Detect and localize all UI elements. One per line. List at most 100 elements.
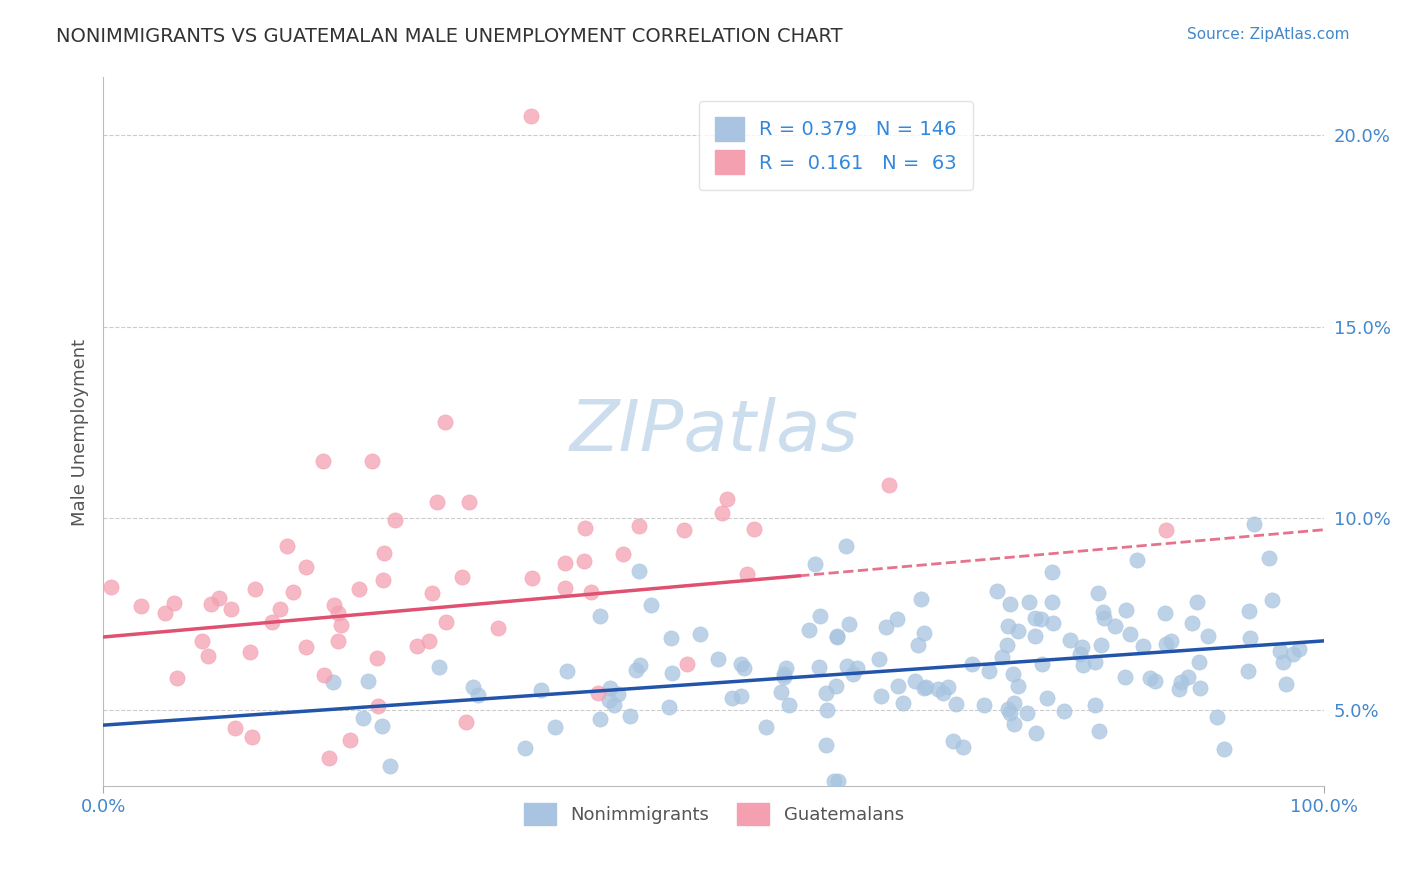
Point xyxy=(773,667,796,681)
Point xyxy=(1268,644,1291,658)
Point xyxy=(1144,674,1167,689)
Point xyxy=(1040,565,1063,579)
Point xyxy=(823,774,845,789)
Point xyxy=(1154,606,1177,620)
Point xyxy=(520,571,543,585)
Point xyxy=(1024,611,1046,625)
Point xyxy=(260,615,283,629)
Point xyxy=(322,675,344,690)
Point xyxy=(991,650,1014,665)
Point xyxy=(979,664,1001,678)
Point xyxy=(427,660,450,674)
Point xyxy=(1188,655,1211,669)
Point xyxy=(835,659,858,673)
Point xyxy=(457,494,479,508)
Point xyxy=(912,625,935,640)
Point xyxy=(628,518,651,533)
Point xyxy=(808,660,831,674)
Point xyxy=(357,673,380,688)
Point xyxy=(579,585,602,599)
Point xyxy=(367,698,389,713)
Point xyxy=(735,567,758,582)
Point xyxy=(1181,615,1204,630)
Point xyxy=(555,664,578,678)
Point xyxy=(721,691,744,706)
Point xyxy=(1087,724,1109,739)
Point xyxy=(1272,655,1295,669)
Point xyxy=(1139,671,1161,685)
Point xyxy=(1002,696,1025,710)
Text: ZIPatlas: ZIPatlas xyxy=(569,398,858,467)
Point xyxy=(434,416,457,430)
Point xyxy=(772,670,794,684)
Point xyxy=(903,788,925,802)
Point xyxy=(875,620,897,634)
Point xyxy=(454,715,477,730)
Point xyxy=(1031,657,1053,672)
Point xyxy=(1170,674,1192,689)
Point xyxy=(1000,597,1022,611)
Point xyxy=(661,666,683,681)
Point xyxy=(318,750,340,764)
Point xyxy=(352,711,374,725)
Point xyxy=(997,702,1019,716)
Point xyxy=(986,583,1008,598)
Point xyxy=(842,666,865,681)
Point xyxy=(197,648,219,663)
Point xyxy=(589,609,612,624)
Point xyxy=(467,688,489,702)
Point xyxy=(936,680,959,694)
Point xyxy=(707,651,730,665)
Point xyxy=(405,639,427,653)
Point xyxy=(825,629,848,643)
Point xyxy=(619,709,641,723)
Point xyxy=(995,638,1018,652)
Point xyxy=(1125,553,1147,567)
Point xyxy=(952,740,974,755)
Point xyxy=(627,565,650,579)
Point xyxy=(603,698,626,712)
Point xyxy=(932,686,955,700)
Point xyxy=(846,661,869,675)
Point xyxy=(434,615,457,630)
Point xyxy=(1212,742,1234,756)
Point xyxy=(755,720,778,734)
Point xyxy=(1007,624,1029,638)
Point xyxy=(486,621,509,635)
Point xyxy=(742,522,765,536)
Point xyxy=(799,623,821,637)
Point xyxy=(915,680,938,694)
Point xyxy=(891,696,914,710)
Point xyxy=(373,546,395,560)
Point xyxy=(1132,639,1154,653)
Point xyxy=(339,733,361,747)
Point xyxy=(373,574,395,588)
Point xyxy=(658,700,681,714)
Point xyxy=(269,602,291,616)
Point xyxy=(886,679,908,693)
Point xyxy=(973,698,995,713)
Point xyxy=(815,739,838,753)
Point xyxy=(162,596,184,610)
Point xyxy=(1092,611,1115,625)
Point xyxy=(1073,657,1095,672)
Point xyxy=(1119,627,1142,641)
Point xyxy=(1168,681,1191,696)
Point xyxy=(775,661,797,675)
Point xyxy=(589,712,612,726)
Point xyxy=(997,619,1019,633)
Point xyxy=(1036,690,1059,705)
Point xyxy=(1185,595,1208,609)
Point xyxy=(877,477,900,491)
Point xyxy=(224,721,246,735)
Point xyxy=(1154,637,1177,651)
Point xyxy=(1002,717,1025,731)
Point xyxy=(624,663,647,677)
Point xyxy=(326,634,349,648)
Point xyxy=(240,730,263,744)
Point xyxy=(1040,595,1063,609)
Point xyxy=(640,599,662,613)
Point xyxy=(1069,647,1091,661)
Point xyxy=(868,651,890,665)
Point xyxy=(245,582,267,596)
